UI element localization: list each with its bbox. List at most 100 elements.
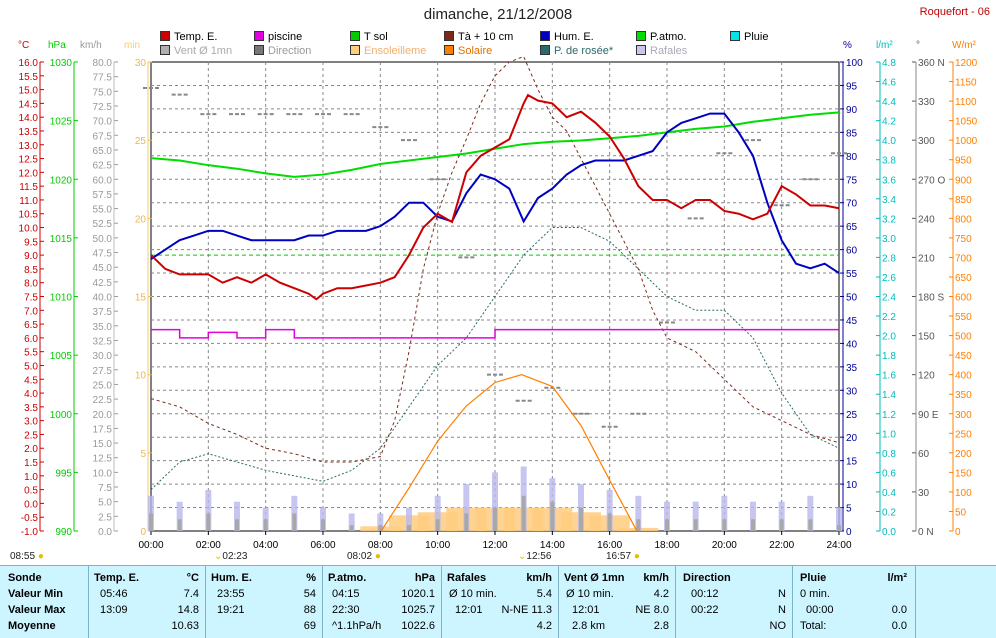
temp-tick-label: 8.0 [24,279,38,290]
cell-time: ^1.1hPa/h [332,620,382,632]
legend-swatch [160,31,170,41]
temp-tick-label: -1.0 [21,527,39,538]
wind-bar [837,525,841,531]
hum-tick-label: 15 [846,457,858,468]
legend-item: Hum. E. [540,31,594,44]
table-header: Rafales [447,572,487,584]
press-tick-label: 1000 [50,410,73,421]
sun-tick-label: 20 [135,214,147,225]
dir-tick-label: 300 [918,136,935,147]
legend-swatch [160,45,170,55]
row-label: Moyenne [8,620,56,632]
x-tick-label: 22:00 [769,540,794,551]
hum-tick-label: 85 [846,128,858,139]
cell-time: 04:15 [332,588,360,600]
temp-tick-label: 14.5 [19,99,39,110]
series-line-hum-e- [150,112,840,274]
wind-tick-label: 37.5 [93,307,113,318]
cell-time: 12:01 [572,604,600,616]
cell-value: 14.8 [177,604,199,616]
legend-swatch [540,31,550,41]
hum-axis-unit: % [843,40,852,51]
cell-value: 1025.7 [401,604,435,616]
solar-tick-label: 550 [955,312,972,323]
rain-tick-label: 2.4 [882,293,896,304]
solar-tick-label: 450 [955,351,972,362]
sun-tick-label: 0 [140,527,146,538]
wind-tick-label: 35.0 [93,322,113,333]
legend-item: Pluie [730,31,768,44]
wind-bar [779,519,784,531]
temp-tick-label: 9.0 [24,251,38,262]
dir-tick-label: 360 N [918,58,945,69]
noon-label: ⌄12:56 [518,551,551,562]
x-tick-label: 10:00 [425,540,450,551]
cell-value: 7.4 [183,588,199,600]
wind-tick-label: 30.0 [93,351,113,362]
rain-tick-label: 3.2 [882,214,896,225]
dir-tick-label: 210 [918,253,935,264]
gust-bar [234,501,240,531]
table-header: P.atmo. [328,572,367,584]
solar-tick-label: 850 [955,195,972,206]
wind-tick-label: 70.0 [93,117,113,128]
table-col-press: P.atmo. hPa 04:15 1020.1 22:30 1025.7 ^1.1h… [322,566,442,638]
rain-tick-label: 2.0 [882,332,896,343]
moon-icon: ⌄ [214,551,223,562]
table-header: Direction [683,572,731,584]
rain-tick-label: 4.2 [882,117,896,128]
table-header: Vent Ø 1mn [564,572,625,584]
legend-item: P. de rosée* [540,45,613,58]
hum-tick-label: 75 [846,175,858,186]
temp-tick-label: 15.0 [19,86,39,97]
wind-bar [435,519,440,531]
wind-tick-label: 60.0 [93,175,113,186]
wind-bar [808,519,813,531]
series-line-piscine [151,328,839,339]
rain-tick-label: 3.8 [882,156,896,167]
table-unit: hPa [414,572,435,584]
legend-label: Temp. E. [174,31,218,43]
temp-tick-label: 13.5 [19,127,39,138]
wind-bar [378,525,383,531]
rain-axis-unit: l/m² [876,40,893,51]
wind-bar [579,507,583,531]
rain-tick-label: 2.8 [882,253,896,264]
legend-swatch [350,31,360,41]
dir-tick-label: 30 [918,488,930,499]
wind-tick-label: 5.0 [98,498,112,509]
table-col-rain: Pluie l/m² 0 min. 00:00 0.0 Total: 0.0 [792,566,916,638]
cell-time: Ø 10 min. [449,588,497,600]
rain-tick-label: 1.0 [882,429,896,440]
legend-swatch [254,45,264,55]
wind-tick-label: 65.0 [93,146,113,157]
cell-time: 23:55 [217,588,245,600]
wind-bar [292,513,297,531]
temp-tick-label: 3.5 [24,403,38,414]
solar-tick-label: 900 [955,175,972,186]
wind-tick-label: 62.5 [93,161,113,172]
hum-tick-label: 10 [846,480,858,491]
hum-tick-label: 80 [846,152,858,163]
wind-tick-label: 75.0 [93,87,113,98]
press-tick-label: 995 [55,468,72,479]
cell-time: 22:30 [332,604,360,616]
x-tick-label: 24:00 [826,540,851,551]
cell-value: 4.2 [653,588,669,600]
moonrise-label: 08:55 ● [10,551,44,562]
moonset-time: 02:23 [222,551,248,562]
temp-tick-label: 10.0 [19,224,39,235]
temp-tick-label: 10.5 [19,210,39,221]
wind-bar [464,513,469,531]
x-tick-label: 20:00 [712,540,737,551]
legend-label: piscine [268,31,303,43]
legend-label: P.atmo. [650,31,687,43]
cell-value: 1020.1 [401,588,435,600]
solar-tick-label: 700 [955,253,972,264]
rain-tick-label: 0.8 [882,449,896,460]
temp-tick-label: 7.0 [24,306,38,317]
hum-tick-label: 60 [846,246,858,257]
moonrise-time: 08:55 [10,551,36,562]
table-unit: km/h [643,572,669,584]
